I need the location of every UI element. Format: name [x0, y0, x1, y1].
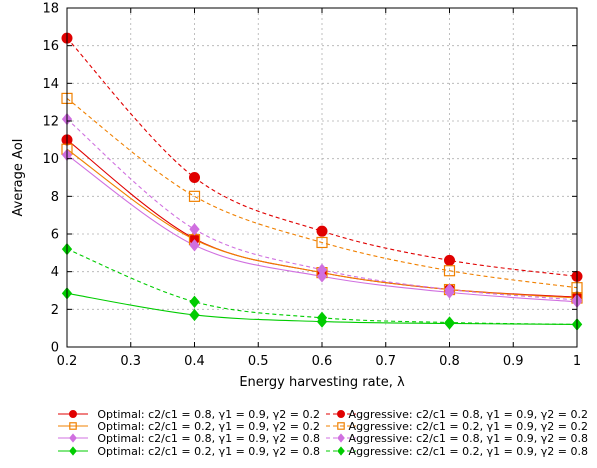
series-7-point	[189, 295, 200, 308]
y-tick-label: 0	[51, 341, 59, 356]
legend-item: Optimal: c2/c1 = 0.8, γ1 = 0.9, γ2 = 0.2	[58, 408, 320, 421]
y-tick-label: 14	[42, 77, 59, 92]
series-markers	[61, 32, 583, 331]
y-tick-label: 18	[42, 2, 59, 17]
x-tick-label: 0.5	[248, 354, 269, 369]
legend-marker	[69, 433, 77, 443]
legend-item: Aggressive: c2/c1 = 0.2, γ1 = 0.9, γ2 = …	[326, 420, 588, 433]
series-6-point	[189, 223, 200, 236]
legend-label: Aggressive: c2/c1 = 0.8, γ1 = 0.9, γ2 = …	[349, 408, 588, 421]
x-tick-label: 0.8	[439, 354, 460, 369]
series-4-point	[316, 225, 328, 237]
y-axis-title: Average AoI	[11, 139, 26, 217]
legend-label: Optimal: c2/c1 = 0.2, γ1 = 0.9, γ2 = 0.2	[97, 420, 320, 433]
y-tick-label: 10	[42, 152, 59, 167]
legend-item: Aggressive: c2/c1 = 0.8, γ1 = 0.9, γ2 = …	[326, 432, 588, 445]
y-tick-label: 16	[42, 39, 59, 54]
x-tick-label: 0.3	[120, 354, 141, 369]
legend-item: Optimal: c2/c1 = 0.2, γ1 = 0.9, γ2 = 0.8	[58, 445, 320, 458]
x-tick-label: 0.9	[503, 354, 524, 369]
series-7-point	[444, 316, 455, 329]
x-tick-label: 0.2	[57, 354, 78, 369]
y-tick-label: 6	[51, 228, 59, 243]
legend-marker	[337, 410, 345, 418]
legend: Optimal: c2/c1 = 0.8, γ1 = 0.9, γ2 = 0.2…	[58, 408, 588, 458]
y-tick-label: 4	[51, 265, 59, 280]
legend-label: Aggressive: c2/c1 = 0.8, γ1 = 0.9, γ2 = …	[349, 432, 588, 445]
series-2-point	[316, 270, 328, 283]
legend-label: Optimal: c2/c1 = 0.8, γ1 = 0.9, γ2 = 0.2	[97, 408, 320, 421]
legend-item: Aggressive: c2/c1 = 0.8, γ1 = 0.9, γ2 = …	[326, 408, 588, 421]
y-tick-label: 8	[51, 190, 59, 205]
x-tick-label: 0.6	[312, 354, 333, 369]
legend-label: Aggressive: c2/c1 = 0.2, γ1 = 0.9, γ2 = …	[349, 420, 588, 433]
legend-label: Aggressive: c2/c1 = 0.2, γ1 = 0.9, γ2 = …	[349, 445, 588, 458]
legend-marker	[69, 446, 77, 456]
series-line-5	[66, 97, 578, 289]
legend-marker	[69, 422, 77, 430]
y-tick-label: 2	[51, 303, 59, 318]
series-4-point	[444, 254, 455, 266]
x-axis-ticks: 0.2 0.3 0.4 0.5 0.6 0.7 0.8 0.9 1	[57, 8, 581, 369]
series-5-point	[188, 190, 201, 202]
x-axis-title: Energy harvesting rate, λ	[239, 375, 405, 390]
series-5-point	[316, 236, 328, 249]
series-3-point	[189, 308, 200, 322]
legend-item: Aggressive: c2/c1 = 0.2, γ1 = 0.9, γ2 = …	[326, 445, 588, 458]
series-5-point	[443, 265, 456, 277]
x-tick-label: 0.7	[375, 354, 396, 369]
legend-label: Optimal: c2/c1 = 0.8, γ1 = 0.9, γ2 = 0.8	[97, 432, 320, 445]
legend-marker	[337, 433, 345, 443]
series-6-point	[444, 283, 455, 296]
x-tick-label: 1	[573, 354, 581, 369]
series-7-point	[316, 311, 328, 324]
legend-marker	[69, 410, 77, 418]
y-tick-label: 12	[42, 115, 59, 130]
x-tick-label: 0.4	[184, 354, 205, 369]
legend-item: Optimal: c2/c1 = 0.8, γ1 = 0.9, γ2 = 0.8	[58, 432, 320, 445]
legend-label: Optimal: c2/c1 = 0.2, γ1 = 0.9, γ2 = 0.8	[97, 445, 320, 458]
y-axis-ticks: 0 2 4 6 8 10 12 14 16 18	[42, 2, 577, 356]
legend-marker	[337, 422, 345, 430]
legend-item: Optimal: c2/c1 = 0.2, γ1 = 0.9, γ2 = 0.2	[58, 420, 320, 433]
legend-marker	[337, 446, 345, 456]
series-line-4	[66, 37, 578, 277]
series-4-point	[189, 172, 200, 183]
series-2-point	[189, 239, 200, 252]
series-6-point	[316, 263, 328, 276]
